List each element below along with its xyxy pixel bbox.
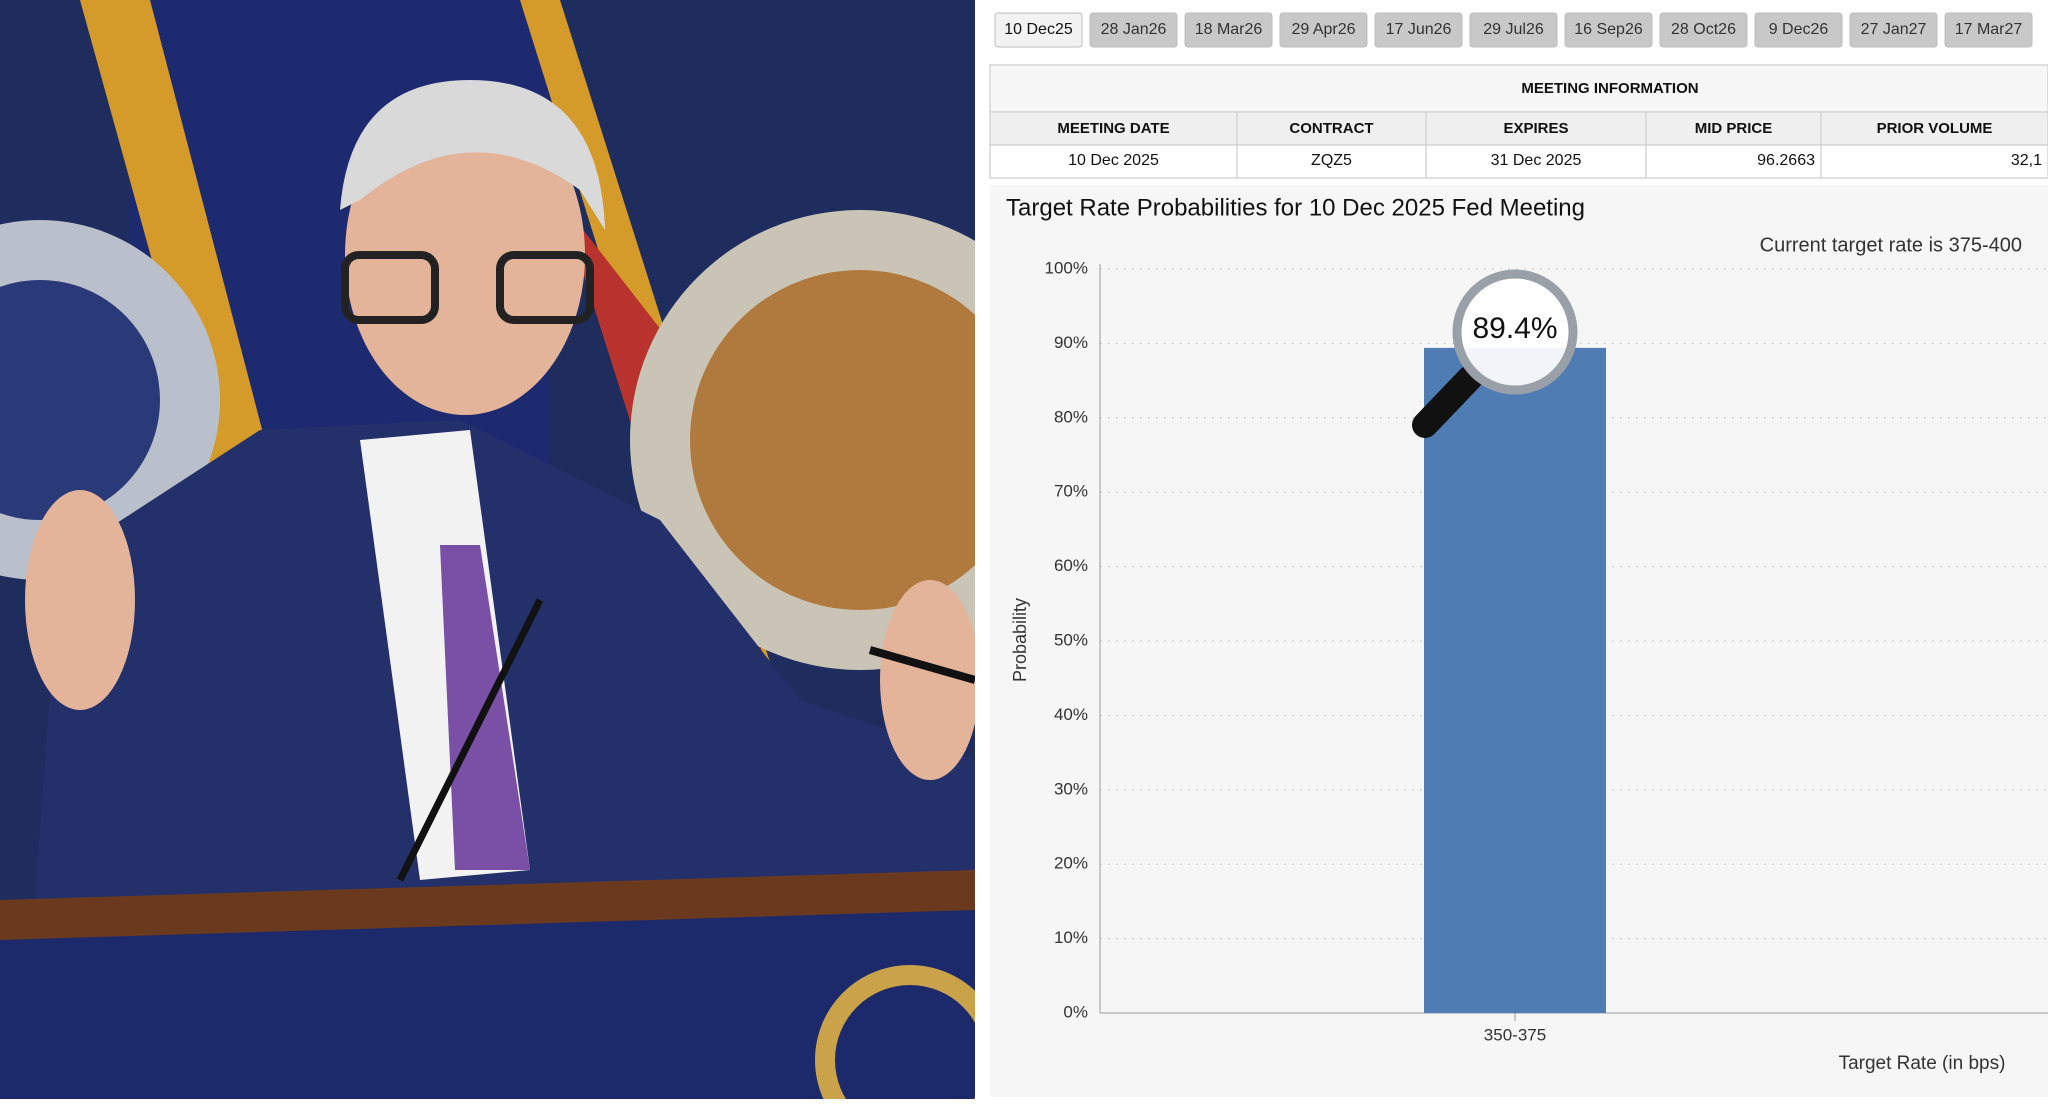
table-cell: ZQZ5 [1311,152,1352,169]
table-cell: 32,1 [2011,152,2042,169]
tab[interactable] [1754,12,1843,48]
bar [1424,347,1606,1013]
x-axis-label: Target Rate (in bps) [1839,1053,2006,1074]
table-header: PRIOR VOLUME [1877,120,1993,137]
tab-label: 27 Jan27 [1861,21,1927,38]
tab-label: 29 Apr26 [1291,21,1355,38]
y-tick-label: 20% [1054,854,1088,873]
tab[interactable] [1374,12,1463,48]
y-tick-label: 10% [1054,928,1088,947]
tab[interactable] [1184,12,1273,48]
tab-label: 10 Dec25 [1004,21,1073,38]
table-header: MEETING DATE [1057,120,1169,137]
photo [0,0,1090,1104]
table-cell: 31 Dec 2025 [1491,152,1582,169]
table-header: EXPIRES [1503,120,1568,137]
chart-title: Target Rate Probabilities for 10 Dec 202… [1006,194,1585,221]
tab[interactable] [1564,12,1653,48]
y-tick-label: 90% [1054,333,1088,352]
tab-label: 18 Mar26 [1195,21,1263,38]
table-title: MEETING INFORMATION [1521,80,1698,97]
tab-label: 28 Oct26 [1671,21,1736,38]
y-tick-label: 50% [1054,630,1088,649]
tab-label: 9 Dec26 [1769,21,1829,38]
table-header: CONTRACT [1289,120,1373,137]
y-tick-label: 80% [1054,407,1088,426]
y-axis-label: Probability [1010,598,1030,682]
tab[interactable] [994,12,1083,48]
table-cell: 10 Dec 2025 [1068,152,1159,169]
table-frame [989,64,2048,179]
value-label: 89.4% [1472,312,1557,345]
tab[interactable] [1659,12,1748,48]
tab-label: 28 Jan26 [1101,21,1167,38]
tab-label: 29 Jul26 [1483,21,1544,38]
table-cell: 96.2663 [1757,152,1815,169]
x-tick-label: 350-375 [1484,1025,1546,1044]
y-tick-label: 70% [1054,482,1088,501]
tab[interactable] [1469,12,1558,48]
tab[interactable] [1279,12,1368,48]
chart-subtitle: Current target rate is 375-400 [1760,234,2022,256]
y-tick-label: 60% [1054,556,1088,575]
tab[interactable] [1849,12,1938,48]
tab-label: 17 Mar27 [1955,21,2023,38]
tab[interactable] [1944,12,2033,48]
y-tick-label: 100% [1045,258,1088,277]
magnifier [1412,269,1578,438]
tab[interactable] [1089,12,1178,48]
y-tick-label: 30% [1054,779,1088,798]
table-header: MID PRICE [1695,120,1773,137]
y-tick-label: 40% [1054,705,1088,724]
y-tick-label: 0% [1063,1002,1088,1021]
tab-label: 17 Jun26 [1386,21,1452,38]
tab-label: 16 Sep26 [1574,21,1643,38]
